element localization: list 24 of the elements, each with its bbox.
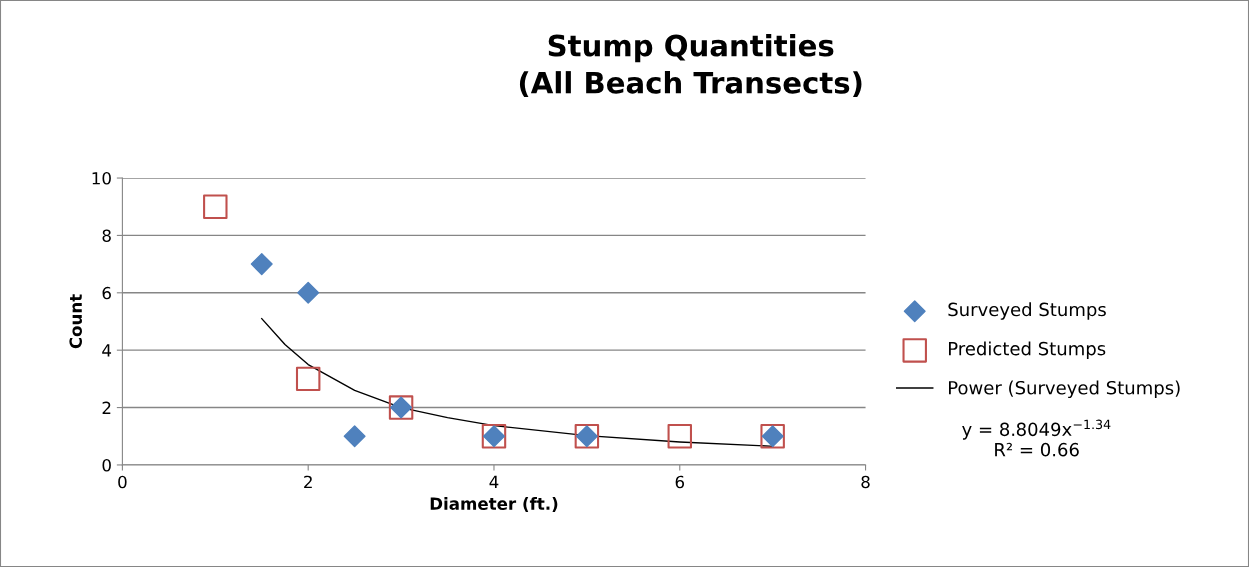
point xyxy=(250,253,273,276)
x-tick-label: 0 xyxy=(118,475,127,489)
chart-title: Stump Quantities (All Beach Transects) xyxy=(519,34,862,98)
legend-label: Power (Surveyed Stumps) xyxy=(949,380,1180,399)
y-tick-label: 0 xyxy=(102,458,111,472)
legend-label: Surveyed Stumps xyxy=(948,302,1106,320)
point xyxy=(343,425,366,448)
point xyxy=(297,281,320,304)
x-axis-title: Diameter (ft.) xyxy=(430,497,558,512)
x-tick-label: 2 xyxy=(304,475,312,489)
legend-label: Predicted Stumps xyxy=(949,341,1106,359)
x-tick-label: 6 xyxy=(675,475,685,489)
y-tick-label: 10 xyxy=(92,172,111,185)
y-tick-label: 8 xyxy=(102,229,111,242)
x-tick-label: 4 xyxy=(489,475,499,489)
y-tick-label: 4 xyxy=(102,344,112,357)
y-axis-title: Count xyxy=(69,294,82,349)
text: y = 8.8049x$^{−1.34}$ R² = 0.66 xyxy=(962,419,1111,457)
point xyxy=(667,424,693,449)
x-tick-label: 8 xyxy=(861,475,870,489)
y-tick-label: 6 xyxy=(102,286,111,300)
point xyxy=(295,366,321,392)
y-tick-label: 2 xyxy=(102,401,111,414)
point xyxy=(203,194,228,219)
